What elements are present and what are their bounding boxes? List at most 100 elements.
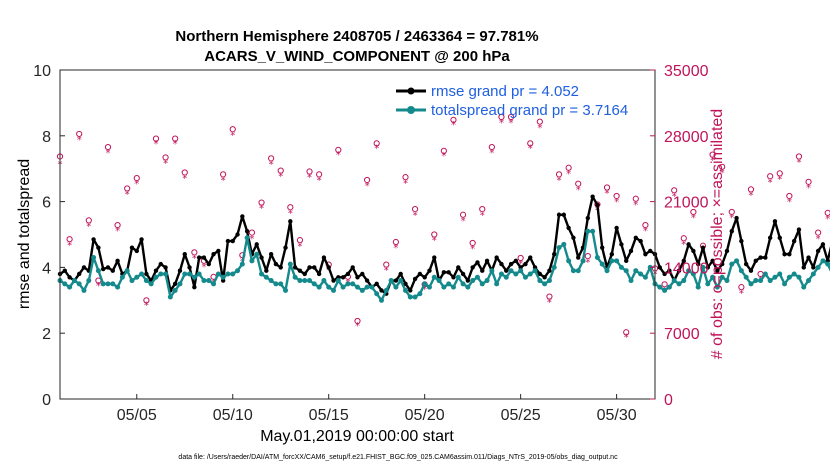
totalspread-point <box>686 268 692 274</box>
rmse-point <box>312 265 317 270</box>
rmse-point <box>153 268 159 273</box>
rmse-point <box>460 271 466 277</box>
rmse-point <box>379 288 384 293</box>
totalspread-point <box>163 271 169 277</box>
totalspread-point <box>681 278 687 284</box>
obs-assimilated-marker: * <box>566 169 571 180</box>
totalspread-point <box>700 264 706 270</box>
obs-possible-marker <box>76 130 83 138</box>
totalspread-point <box>585 228 591 234</box>
totalspread-point <box>527 271 533 277</box>
totalspread-point <box>369 284 375 290</box>
totalspread-point <box>618 264 624 270</box>
rmse-point <box>556 212 562 217</box>
totalspread-point <box>378 297 384 303</box>
totalspread-point <box>316 284 322 290</box>
totalspread-point <box>345 281 351 287</box>
totalspread-point <box>518 268 524 274</box>
rmse-point <box>412 276 418 282</box>
rmse-point <box>427 268 432 273</box>
obs-assimilated-marker: * <box>192 254 197 265</box>
rmse-point <box>451 275 456 280</box>
obs-possible-marker <box>690 208 697 216</box>
obs-possible-marker <box>431 231 438 238</box>
obs-possible-marker <box>363 176 371 184</box>
totalspread-point <box>263 274 269 280</box>
obs-possible-marker <box>527 140 534 147</box>
totalspread-point <box>158 271 164 277</box>
obs-assimilated-marker: * <box>384 266 389 277</box>
totalspread-point <box>465 284 471 290</box>
rmse-point <box>364 278 370 283</box>
obs-possible-marker <box>776 170 783 177</box>
totalspread-point <box>642 274 648 280</box>
obs-possible-marker <box>479 206 486 213</box>
totalspread-point <box>479 281 485 287</box>
obs-assimilated-marker: * <box>768 177 773 188</box>
rmse-point <box>753 258 758 264</box>
totalspread-point <box>508 268 514 274</box>
rmse-point <box>316 271 322 277</box>
obs-possible-marker <box>623 329 630 336</box>
obs-assimilated-marker: * <box>816 234 821 245</box>
rmse-point <box>302 271 307 277</box>
legend-rmse-label: rmse grand pr = 4.052 <box>431 83 579 100</box>
obs-possible-marker <box>383 261 390 268</box>
left-y-tick-label: 8 <box>42 129 51 146</box>
obs-assimilated-marker: * <box>528 144 533 155</box>
obs-possible-marker <box>133 175 140 182</box>
left-y-tick-label: 2 <box>42 326 51 343</box>
totalspread-point <box>182 271 188 277</box>
obs-assimilated-marker: * <box>499 118 504 129</box>
obs-possible-marker <box>306 168 313 175</box>
obs-assimilated-marker: * <box>230 130 235 141</box>
rmse-point <box>273 261 279 267</box>
totalspread-point <box>359 287 365 293</box>
obs-possible-marker <box>507 113 515 121</box>
obs-assimilated-marker: * <box>633 200 638 211</box>
obs-assimilated-marker: * <box>336 150 341 161</box>
obs-possible-marker <box>488 143 495 151</box>
rmse-point <box>700 245 706 250</box>
rmse-point <box>225 238 231 244</box>
totalspread-point <box>815 264 821 270</box>
obs-possible-marker <box>296 237 304 244</box>
totalspread-point <box>331 287 337 293</box>
rmse-point <box>523 261 528 267</box>
obs-assimilated-marker: * <box>134 179 139 190</box>
totalspread-point <box>292 274 298 280</box>
totalspread-point <box>676 281 682 287</box>
obs-assimilated-marker: * <box>173 139 178 150</box>
totalspread-point <box>551 264 557 270</box>
totalspread-point <box>772 274 778 280</box>
totalspread-point <box>738 268 744 274</box>
obs-possible-marker <box>795 153 803 160</box>
rmse-point <box>374 281 379 287</box>
obs-assimilated-marker: * <box>585 257 590 268</box>
obs-possible-marker <box>220 171 227 178</box>
data-file-footnote: data file: /Users/raeder/DAI/ATM_forcXX/… <box>178 454 618 461</box>
rmse-point <box>360 271 365 277</box>
totalspread-point <box>119 274 125 280</box>
rmse-point <box>398 271 403 277</box>
rmse-point <box>96 245 101 250</box>
obs-assimilated-marker: * <box>269 160 274 171</box>
obs-assimilated-marker: * <box>806 183 811 194</box>
obs-possible-marker <box>459 211 467 218</box>
obs-possible-marker <box>104 143 112 151</box>
rmse-point <box>307 265 312 270</box>
rmse-point <box>624 258 629 264</box>
obs-possible-marker <box>66 236 73 243</box>
chart-subtitle: ACARS_V_WIND_COMPONENT @ 200 hPa <box>204 48 510 65</box>
rmse-point <box>552 252 557 257</box>
totalspread-point <box>297 278 303 284</box>
totalspread-point <box>383 287 389 293</box>
rmse-point <box>777 235 782 240</box>
totalspread-point <box>254 251 260 257</box>
totalspread-point <box>489 268 495 274</box>
obs-assimilated-marker: * <box>537 123 542 134</box>
obs-assimilated-marker: * <box>748 191 753 202</box>
totalspread-point <box>638 271 644 277</box>
rmse-point <box>715 268 720 273</box>
obs-possible-marker <box>277 167 284 174</box>
